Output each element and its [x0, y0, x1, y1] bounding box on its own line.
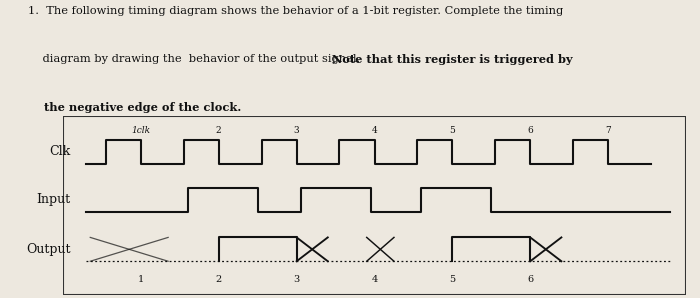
Text: 6: 6 — [527, 126, 533, 135]
Text: 6: 6 — [527, 275, 533, 284]
Text: 2: 2 — [216, 275, 222, 284]
Text: 4: 4 — [372, 275, 377, 284]
Text: 1.  The following timing diagram shows the behavior of a 1-bit register. Complet: 1. The following timing diagram shows th… — [28, 6, 564, 16]
Text: 5: 5 — [449, 275, 456, 284]
Text: 3: 3 — [294, 126, 300, 135]
Text: 3: 3 — [293, 275, 300, 284]
Text: 1clk: 1clk — [132, 126, 150, 135]
Text: Input: Input — [36, 193, 71, 206]
Text: the negative edge of the clock.: the negative edge of the clock. — [28, 102, 242, 113]
Text: Clk: Clk — [50, 145, 71, 159]
Text: 1: 1 — [138, 275, 144, 284]
Text: Note that this register is triggered by: Note that this register is triggered by — [332, 54, 573, 65]
Text: 7: 7 — [606, 126, 611, 135]
Text: Output: Output — [27, 243, 71, 256]
Text: diagram by drawing the  behavior of the output signal.: diagram by drawing the behavior of the o… — [28, 54, 364, 64]
Text: 5: 5 — [449, 126, 455, 135]
Text: 4: 4 — [372, 126, 377, 135]
Text: 2: 2 — [216, 126, 222, 135]
